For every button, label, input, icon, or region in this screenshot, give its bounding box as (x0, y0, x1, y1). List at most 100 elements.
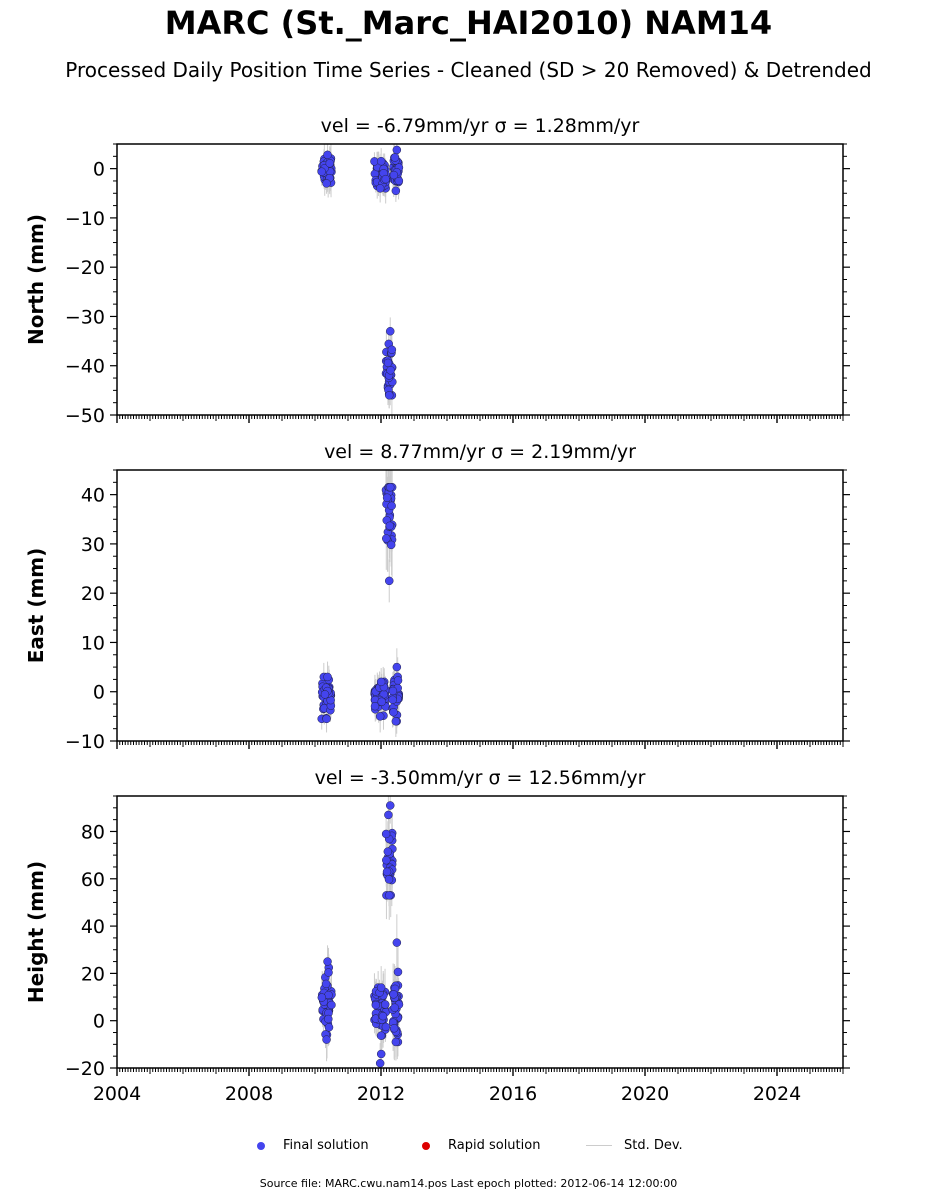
data-point (386, 366, 395, 375)
time-series-plots: vel = -6.79mm/yr σ = 1.28mm/yr North (mm)… (24, 115, 850, 1105)
y-tick-label: 0 (93, 159, 105, 181)
y-tick-label: 60 (81, 869, 105, 891)
std-dev-line (586, 1145, 612, 1146)
y-tick-label: 30 (81, 534, 105, 556)
data-point (324, 968, 333, 977)
data-point (389, 170, 399, 180)
data-point (391, 717, 401, 726)
data-point (382, 534, 391, 543)
data-point (392, 662, 402, 672)
data-point (377, 697, 386, 707)
data-point (385, 801, 395, 810)
data-point (389, 1024, 399, 1033)
data-point (324, 1014, 333, 1024)
source-note: Source file: MARC.cwu.nam14.pos Last epo… (259, 1177, 678, 1190)
legend-final: Final solution (257, 1138, 369, 1153)
data-point (378, 1011, 388, 1021)
data-point (322, 714, 331, 724)
data-point (390, 153, 400, 162)
data-point (393, 676, 403, 685)
data-point (375, 184, 385, 193)
y-tick-label: −30 (65, 306, 105, 328)
y-tick-label: −10 (65, 208, 105, 230)
y-tick-label: 0 (93, 1011, 105, 1033)
data-point (324, 1023, 334, 1032)
y-tick-label: −20 (65, 257, 105, 279)
y-axis-label-east: East (mm) (24, 548, 48, 664)
legend-rapid-label: Rapid solution (448, 1138, 541, 1153)
final-solution-marker (257, 1141, 265, 1150)
chart-title: MARC (St._Marc_HAI2010) NAM14 (164, 4, 773, 42)
x-tick-label: 2020 (621, 1083, 669, 1105)
data-point (317, 167, 326, 176)
y-tick-label: 80 (81, 821, 105, 843)
data-point (320, 690, 330, 699)
data-point (389, 707, 398, 717)
data-point (391, 186, 401, 196)
panel-north: vel = -6.79mm/yr σ = 1.28mm/yr North (mm)… (24, 115, 850, 427)
data-point (382, 867, 392, 877)
x-tick-label: 2008 (225, 1083, 273, 1105)
data-point (392, 938, 402, 947)
legend-final-label: Final solution (283, 1138, 369, 1153)
y-axis-label-height: Height (mm) (24, 861, 48, 1003)
data-point (388, 686, 398, 696)
data-points-height (317, 796, 404, 1068)
data-point (322, 1035, 331, 1044)
data-point (376, 156, 386, 166)
panel-title-north: vel = -6.79mm/yr σ = 1.28mm/yr (321, 115, 640, 137)
data-point (384, 810, 393, 820)
data-point (392, 145, 402, 155)
data-point (376, 1049, 386, 1059)
data-point (387, 501, 396, 511)
data-point (323, 150, 332, 160)
axes-frame-height (116, 795, 844, 1069)
data-point (381, 1022, 391, 1032)
data-point (327, 1000, 336, 1010)
data-point (375, 1059, 385, 1068)
data-point (317, 993, 327, 1002)
x-tick-label: 2016 (489, 1083, 537, 1105)
data-point (385, 576, 394, 586)
data-point (382, 493, 392, 502)
data-point (375, 712, 385, 721)
axes-frame-north (116, 143, 844, 416)
data-point (393, 967, 403, 977)
legend: Final solution Rapid solution Std. Dev. (0, 1136, 937, 1158)
y-tick-label: 40 (81, 916, 105, 938)
data-point (385, 391, 394, 400)
data-point (380, 1000, 390, 1009)
y-tick-label: −20 (65, 1058, 105, 1080)
data-point (323, 957, 332, 966)
data-point (383, 847, 393, 856)
rapid-solution-marker (422, 1141, 430, 1150)
data-point (370, 701, 380, 711)
data-point (321, 979, 331, 989)
data-point (381, 829, 391, 839)
data-point (385, 482, 395, 492)
panel-title-east: vel = 8.77mm/yr σ = 2.19mm/yr (324, 441, 636, 463)
data-points-north (317, 144, 404, 415)
data-point (382, 855, 391, 865)
data-point (376, 677, 386, 687)
data-point (325, 159, 335, 168)
data-point (381, 174, 391, 184)
y-tick-label: 10 (81, 632, 105, 654)
data-point (387, 345, 397, 354)
data-point (376, 983, 386, 992)
panel-height: vel = -3.50mm/yr σ = 12.56mm/yr Height (m… (24, 767, 850, 1105)
data-point (322, 179, 331, 188)
data-point (389, 990, 398, 999)
data-point (371, 1000, 381, 1010)
y-tick-label: 0 (93, 682, 105, 704)
data-point (388, 695, 397, 705)
panel-east: vel = 8.77mm/yr σ = 2.19mm/yr East (mm) 40… (24, 441, 850, 753)
x-tick-label: 2004 (93, 1083, 141, 1105)
data-point (385, 326, 395, 336)
data-point (323, 672, 332, 682)
legend-rapid: Rapid solution (422, 1138, 540, 1153)
data-point (390, 1003, 399, 1012)
data-point (385, 891, 394, 900)
x-tick-label: 2024 (753, 1083, 801, 1105)
y-tick-label: −10 (65, 731, 105, 753)
